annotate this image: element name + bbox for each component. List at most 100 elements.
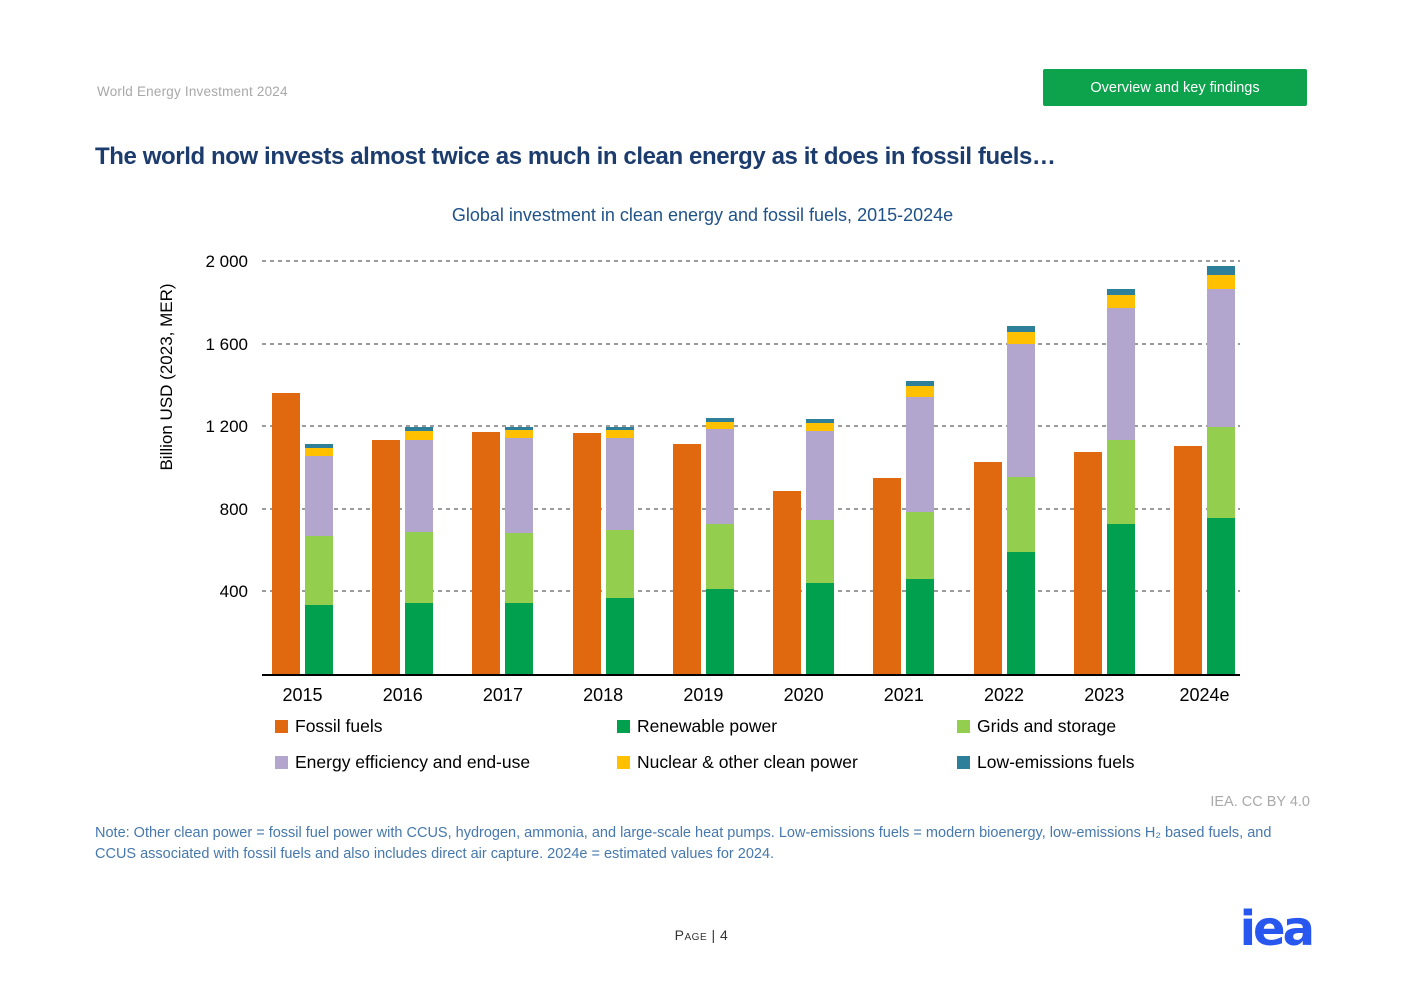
legend-label: Energy efficiency and end-use	[295, 752, 531, 772]
grids-and-storage-swatch	[957, 720, 970, 733]
year-label: 2017	[482, 685, 523, 705]
low-emissions-fuels-segment	[1106, 289, 1135, 295]
fossil-fuels-bar	[1173, 446, 1202, 675]
bar-group-2015: 2015	[272, 393, 333, 705]
energy-efficiency-and-end-use-segment	[906, 397, 935, 512]
grids-and-storage-segment	[705, 524, 734, 589]
nuclear-other-clean-power-segment	[305, 448, 333, 456]
license-attribution: IEA. CC BY 4.0	[1210, 794, 1310, 810]
low-emissions-fuels-segment	[305, 444, 333, 448]
fossil-fuels-bar	[873, 478, 902, 675]
nuclear-other-clean-power-swatch	[617, 756, 630, 769]
clean-energy-stack	[806, 419, 835, 675]
low-emissions-fuels-segment	[1006, 326, 1035, 332]
y-tick-label: 800	[219, 499, 248, 519]
renewable-power-segment	[705, 589, 734, 675]
low-emissions-fuels-segment	[1206, 266, 1235, 275]
nuclear-other-clean-power-segment	[1006, 332, 1035, 344]
renewable-power-segment	[605, 598, 634, 675]
year-label: 2022	[984, 685, 1025, 705]
nuclear-other-clean-power-segment	[705, 422, 734, 429]
footnote: Note: Other clean power = fossil fuel po…	[95, 825, 1272, 863]
legend-item-fossil-fuels: Fossil fuels	[275, 716, 617, 737]
fossil-fuels-bar	[973, 462, 1002, 675]
clean-energy-stack	[906, 381, 935, 675]
energy-efficiency-and-end-use-segment	[1006, 344, 1035, 477]
legend-item-grids-and-storage: Grids and storage	[957, 716, 1135, 737]
y-axis-label: Billion USD (2023, MER)	[157, 283, 176, 471]
grids-and-storage-segment	[305, 536, 333, 605]
legend-item-low-emissions-fuels: Low-emissions fuels	[957, 752, 1135, 773]
bar-group-2019: 2019	[672, 418, 734, 705]
energy-efficiency-and-end-use-segment	[405, 440, 434, 532]
gridline-1600	[262, 342, 1240, 345]
nuclear-other-clean-power-segment	[405, 431, 434, 440]
y-tick-label: 400	[219, 582, 248, 602]
chart-title: Global investment in clean energy and fo…	[451, 205, 954, 225]
fossil-fuels-bar	[372, 440, 401, 675]
y-tick-label: 1 200	[205, 417, 248, 437]
report-title: World Energy Investment 2024	[97, 84, 288, 99]
legend-label: Grids and storage	[977, 716, 1117, 736]
iea-logo: iea	[1239, 901, 1315, 957]
renewable-power-segment	[505, 603, 534, 675]
clean-energy-stack	[1006, 326, 1035, 675]
legend-item-energy-efficiency-and-end-use: Energy efficiency and end-use	[275, 752, 617, 773]
grids-and-storage-segment	[1006, 477, 1035, 552]
bar-groups: 2015 2016 2017 2018 2019 2020 2021 2022 2023 2024…	[262, 250, 1240, 705]
clean-energy-stack	[505, 427, 534, 675]
renewable-power-segment	[1006, 552, 1035, 675]
fossil-fuels-bar	[272, 393, 300, 675]
grids-and-storage-segment	[1206, 427, 1235, 518]
grids-and-storage-segment	[605, 530, 634, 598]
renewable-power-segment	[906, 579, 935, 675]
bar-group-2021: 2021	[873, 381, 935, 705]
low-emissions-fuels-segment	[505, 427, 534, 430]
fossil-fuels-bar	[773, 491, 802, 675]
low-emissions-fuels-segment	[806, 419, 835, 423]
fossil-fuels-bar	[472, 432, 501, 675]
nuclear-other-clean-power-segment	[505, 430, 534, 438]
year-label: 2015	[282, 685, 323, 705]
nuclear-other-clean-power-segment	[1206, 275, 1235, 289]
gridline-800	[262, 507, 1240, 510]
renewable-power-segment	[405, 603, 434, 675]
legend-label: Low-emissions fuels	[977, 752, 1135, 772]
clean-energy-stack	[305, 444, 333, 675]
section-tab-overview-button[interactable]: Overview and key findings	[1043, 69, 1307, 106]
year-label: 2019	[683, 685, 724, 705]
page-number: Page | 4	[674, 927, 729, 943]
renewable-power-segment	[1106, 524, 1135, 675]
bar-group-2022: 2022	[973, 326, 1035, 705]
renewable-power-segment	[305, 605, 333, 675]
fossil-fuels-bar	[572, 433, 601, 675]
legend-label: Nuclear & other clean power	[637, 752, 858, 772]
legend-item-renewable-power: Renewable power	[617, 716, 957, 737]
grids-and-storage-segment	[1106, 440, 1135, 524]
clean-energy-stack	[1206, 266, 1235, 675]
fossil-fuels-swatch	[275, 720, 288, 733]
legend-item-nuclear-other-clean-power: Nuclear & other clean power	[617, 752, 957, 773]
gridline-400	[262, 590, 1240, 593]
renewable-power-segment	[1206, 518, 1235, 675]
grids-and-storage-segment	[505, 533, 534, 603]
low-emissions-fuels-segment	[605, 427, 634, 430]
bar-group-2017: 2017	[472, 427, 534, 705]
year-label: 2018	[583, 685, 624, 705]
page-title: The world now invests almost twice as mu…	[95, 143, 1056, 170]
low-emissions-fuels-swatch	[957, 756, 970, 769]
renewable-power-swatch	[617, 720, 630, 733]
plot-area: Billion USD (2023, MER) 400 800 1 200 1 600…	[157, 250, 1240, 705]
year-label: 2024e	[1179, 685, 1230, 705]
legend-label: Renewable power	[637, 716, 778, 736]
clean-energy-stack	[1106, 289, 1135, 675]
y-tick-label: 1 600	[205, 334, 248, 354]
renewable-power-segment	[806, 583, 835, 675]
legend-label: Fossil fuels	[295, 716, 383, 736]
bar-group-2018: 2018	[572, 427, 634, 705]
bar-group-2023: 2023	[1073, 289, 1135, 705]
energy-efficiency-and-end-use-segment	[605, 438, 634, 530]
gridline-2000	[262, 260, 1240, 262]
year-label: 2020	[783, 685, 824, 705]
